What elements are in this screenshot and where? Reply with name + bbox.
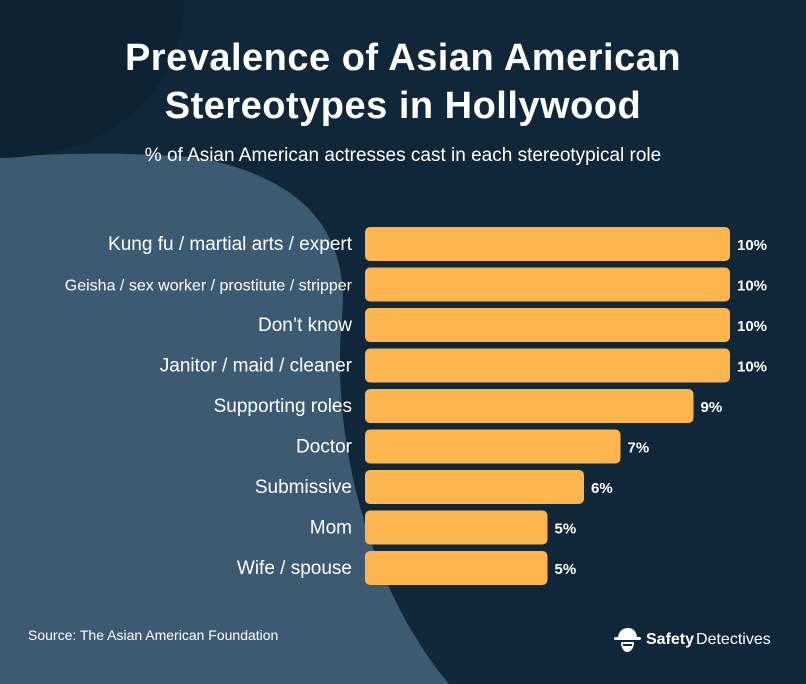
background-top-left-shape	[0, 0, 185, 158]
source-note: Source: The Asian American Foundation	[28, 627, 279, 643]
category-label-kung-fu-martial-arts-expert: Kung fu / martial arts / expert	[108, 234, 353, 255]
value-label-submissive: 6%	[591, 480, 613, 497]
detective-hat-icon	[614, 628, 641, 652]
bar-janitor-maid-cleaner	[365, 348, 730, 383]
value-label-geisha-sex-worker-prostitute-stripper: 10%	[737, 278, 767, 295]
bar-doctor	[365, 429, 621, 464]
bar-don-t-know	[365, 308, 730, 342]
category-label-supporting-roles: Supporting roles	[214, 396, 352, 417]
bar-submissive	[365, 470, 584, 504]
category-label-don-t-know: Don’t know	[258, 315, 352, 336]
bar-supporting-roles	[365, 389, 694, 423]
value-label-don-t-know: 10%	[737, 318, 767, 335]
value-label-janitor-maid-cleaner: 10%	[737, 359, 767, 376]
category-label-doctor: Doctor	[296, 437, 353, 458]
bar-wife-spouse	[365, 551, 548, 585]
category-label-geisha-sex-worker-prostitute-stripper: Geisha / sex worker / prostitute / strip…	[65, 278, 353, 295]
category-label-submissive: Submissive	[255, 477, 352, 498]
category-label-wife-spouse: Wife / spouse	[237, 558, 352, 579]
value-label-doctor: 7%	[628, 440, 650, 457]
value-label-supporting-roles: 9%	[701, 399, 723, 416]
chart-title-line-2: Stereotypes in Hollywood	[164, 85, 642, 127]
bar-geisha-sex-worker-prostitute-stripper	[365, 267, 730, 302]
brand-name-regular: Detectives	[696, 631, 771, 648]
category-label-mom: Mom	[310, 518, 352, 539]
category-label-janitor-maid-cleaner: Janitor / maid / cleaner	[160, 356, 353, 377]
bar-mom	[365, 510, 548, 545]
brand-logo: Safety Detectives	[612, 624, 771, 656]
chart-subtitle: % of Asian American actresses cast in ea…	[144, 145, 662, 166]
chart-title-line-1: Prevalence of Asian American	[124, 37, 682, 79]
brand-name-bold: Safety	[646, 631, 695, 648]
value-label-kung-fu-martial-arts-expert: 10%	[737, 237, 767, 254]
value-label-wife-spouse: 5%	[555, 561, 577, 578]
value-label-mom: 5%	[555, 521, 577, 538]
bar-kung-fu-martial-arts-expert	[365, 227, 730, 261]
